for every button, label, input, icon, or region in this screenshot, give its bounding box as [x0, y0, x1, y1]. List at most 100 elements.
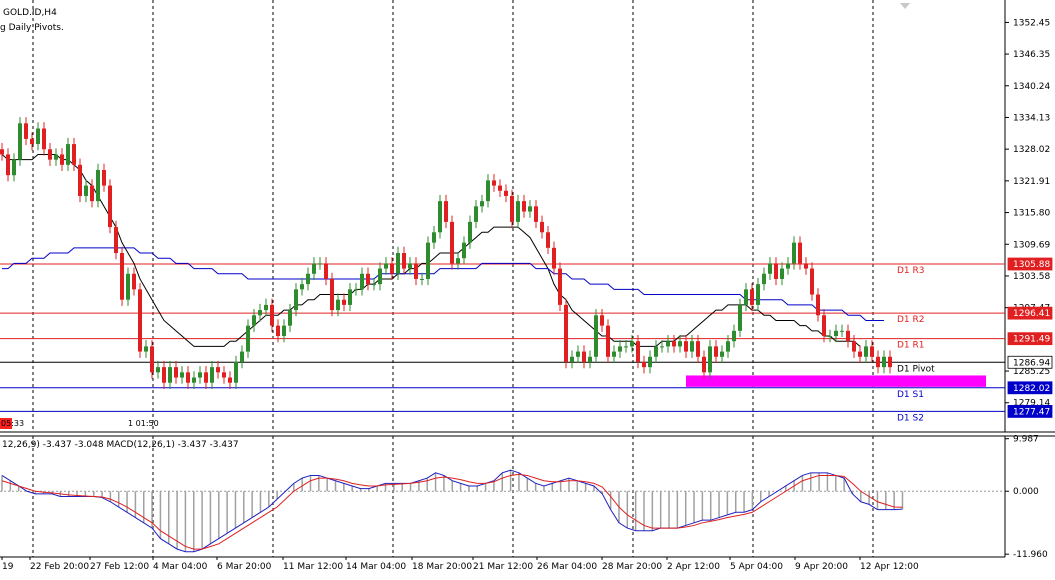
time-tick-label: 27 Feb 12:00	[90, 562, 149, 572]
candle-body	[678, 341, 682, 347]
chart-title: GOLD.ID,H4	[3, 8, 57, 18]
candle-body	[246, 325, 250, 352]
candle-body	[882, 356, 886, 368]
price-tag-label: 1277.47	[1013, 407, 1050, 417]
candle-body	[816, 294, 820, 316]
candle-body	[336, 299, 340, 311]
time-tick-label: 2 Apr 12:00	[667, 562, 720, 572]
price-tag	[1007, 381, 1053, 395]
svg-text:05:33: 05:33	[1, 419, 24, 428]
candle-body	[306, 273, 310, 285]
moving-averages	[1, 153, 884, 347]
candle-body	[150, 346, 154, 373]
ma-fast-line	[1, 153, 861, 347]
grid-layer	[0, 0, 1055, 558]
time-axis: 19 22 Feb 20:00 27 Feb 12:00 4 Mar 04:00 6 M…	[1, 557, 919, 572]
candle-body	[546, 232, 550, 248]
candle-body	[294, 289, 298, 311]
candle-body	[462, 242, 466, 259]
time-tick-label: 9 Apr 20:00	[795, 562, 848, 572]
candle-body	[432, 232, 436, 243]
candle-body	[888, 356, 892, 368]
price-tick-label: 1309.69	[1013, 240, 1050, 250]
candle-body	[156, 367, 160, 373]
candle-body	[684, 341, 688, 352]
candle-body	[276, 325, 280, 337]
candle-body	[348, 289, 352, 305]
candle-body	[414, 263, 418, 279]
pivot-label: D1 R3	[897, 266, 925, 276]
time-tick-label: 12 Apr 12:00	[860, 562, 919, 572]
pivot-label: D1 R1	[897, 341, 925, 351]
candle-body	[648, 356, 652, 368]
ma-slow-line	[2, 247, 884, 321]
time-tick-label: 22 Feb 20:00	[30, 562, 89, 572]
candle-body	[594, 315, 598, 357]
candle-body	[408, 263, 412, 269]
candle-body	[702, 356, 706, 373]
candle-body	[456, 258, 460, 264]
candle-body	[270, 304, 274, 326]
time-tick-label: 19	[2, 562, 14, 572]
candle-body	[330, 278, 334, 311]
price-tick-label: 1285.25	[1013, 367, 1050, 377]
candle-body	[204, 372, 208, 383]
candle-body	[324, 263, 328, 279]
price-tag-label: 1305.88	[1013, 260, 1050, 270]
candle-body	[870, 346, 874, 357]
status-counter: 05:33 1 01:50	[0, 418, 159, 429]
candle-body	[468, 221, 472, 243]
price-tick-label: 1279.14	[1013, 399, 1050, 409]
candle-body	[576, 351, 580, 357]
candle-body	[396, 253, 400, 274]
pivot-label: D1 R2	[897, 315, 925, 325]
candle-body	[222, 372, 226, 378]
candle-body	[198, 372, 202, 378]
candle-body	[792, 242, 796, 264]
price-tag	[1007, 405, 1053, 418]
candle-body	[486, 180, 490, 202]
candle-body	[162, 367, 166, 383]
candle-body	[840, 330, 844, 332]
candle-body	[60, 154, 64, 165]
candle-body	[660, 346, 664, 348]
svg-text:1 01:50: 1 01:50	[128, 419, 159, 428]
candle-body	[492, 180, 496, 186]
candle-body	[780, 268, 784, 279]
price-axis: 1352.45 1346.35 1340.24 1334.13 1328.02 1321.…	[1005, 18, 1053, 418]
candle-body	[750, 289, 754, 305]
price-tick-label: 1328.02	[1013, 145, 1050, 155]
candle-body	[180, 372, 184, 378]
candle-body	[0, 149, 4, 155]
macd-tick-label: 0.000	[1013, 487, 1039, 497]
pivot-levels: D1 R3 D1 R2 D1 R1 D1 Pivot D1 S1 D1 S2	[0, 263, 1005, 423]
candle-body	[126, 273, 130, 300]
candle-body	[120, 253, 124, 300]
candle-body	[144, 346, 148, 352]
candle-body	[726, 341, 730, 352]
candle-body	[174, 367, 178, 378]
support-zone[interactable]	[686, 375, 986, 387]
macd-tick-label: -11.960	[1013, 550, 1048, 560]
candle-body	[450, 221, 454, 264]
pivot-label: D1 S1	[897, 390, 924, 400]
candle-body	[714, 346, 718, 357]
candle-body	[636, 341, 640, 362]
price-tag-label: 1296.41	[1013, 309, 1050, 319]
candle-body	[474, 206, 478, 222]
price-tick-label: 1340.24	[1013, 82, 1050, 92]
candle-body	[828, 336, 832, 338]
candle-body	[114, 227, 118, 254]
candle-body	[552, 247, 556, 269]
candle-body	[288, 310, 292, 326]
candle-body	[426, 242, 430, 279]
candle-body	[438, 201, 442, 233]
candle-body	[12, 159, 16, 176]
scroll-arrow-icon[interactable]	[900, 3, 910, 9]
candle-body	[516, 201, 520, 222]
candle-body	[696, 341, 700, 357]
candle-body	[420, 278, 424, 280]
candle-body	[654, 346, 658, 357]
candle-body	[18, 123, 22, 160]
